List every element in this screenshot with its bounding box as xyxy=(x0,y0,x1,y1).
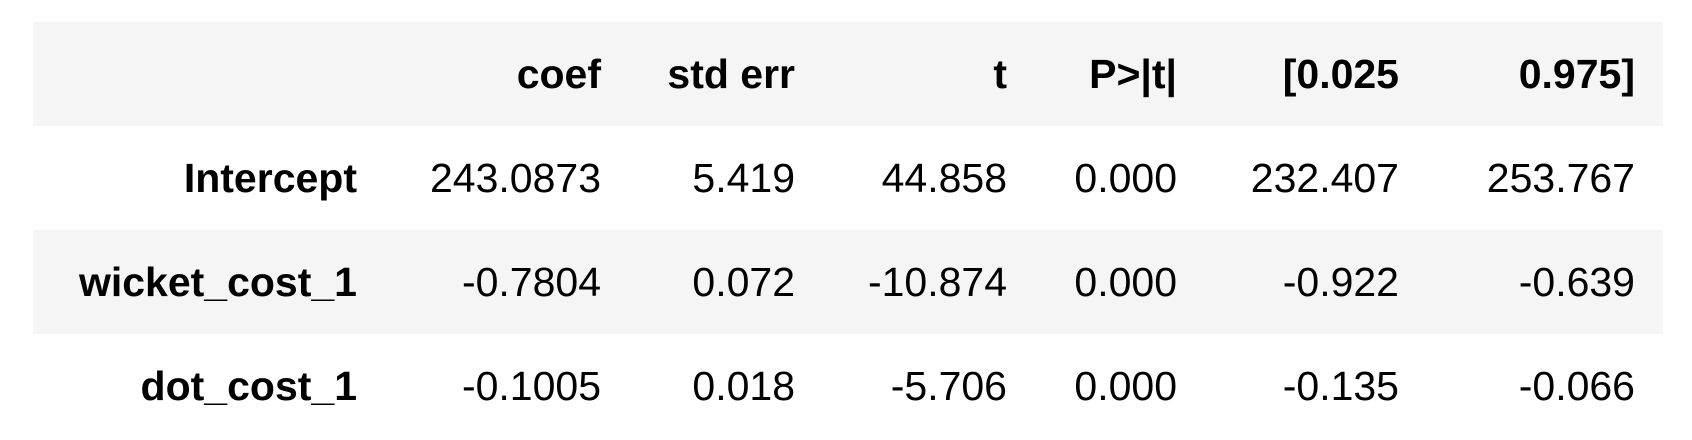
table-header-row: coef std err t P>|t| [0.025 0.975] xyxy=(33,22,1663,126)
header-cell-index xyxy=(33,22,385,126)
table-cell: -0.639 xyxy=(1518,258,1635,305)
table-cell: 0.000 xyxy=(1074,362,1177,409)
table-row: dot_cost_1 -0.1005 0.018 -5.706 0.000 -0… xyxy=(33,334,1663,438)
regression-table-container: coef std err t P>|t| [0.025 0.975] Inter… xyxy=(33,22,1663,438)
table-cell: -0.922 xyxy=(1282,258,1399,305)
regression-coefficients-table: coef std err t P>|t| [0.025 0.975] Inter… xyxy=(33,22,1663,438)
table-cell: 0.072 xyxy=(692,258,795,305)
table-cell: 253.767 xyxy=(1486,154,1635,201)
row-label-wicket-cost: wicket_cost_1 xyxy=(78,258,357,305)
header-cell-p-value: P>|t| xyxy=(1089,50,1177,97)
table-cell: -10.874 xyxy=(867,258,1007,305)
header-cell-t: t xyxy=(993,50,1007,97)
table-row: Intercept 243.0873 5.419 44.858 0.000 23… xyxy=(33,126,1663,230)
table-cell: 5.419 xyxy=(692,154,795,201)
table-cell: 0.000 xyxy=(1074,154,1177,201)
table-cell: -0.066 xyxy=(1518,362,1635,409)
table-cell: -0.7804 xyxy=(461,258,601,305)
table-cell: -0.1005 xyxy=(461,362,601,409)
table-cell: 0.000 xyxy=(1074,258,1177,305)
table-cell: 232.407 xyxy=(1250,154,1399,201)
table-cell: 44.858 xyxy=(881,154,1007,201)
row-label-intercept: Intercept xyxy=(183,154,357,201)
header-cell-coef: coef xyxy=(516,50,601,97)
header-cell-ci-lower: [0.025 xyxy=(1282,50,1399,97)
header-cell-ci-upper: 0.975] xyxy=(1518,50,1635,97)
header-cell-std-err: std err xyxy=(667,50,795,97)
table-cell: -0.135 xyxy=(1282,362,1399,409)
table-cell: 243.0873 xyxy=(429,154,601,201)
table-row: wicket_cost_1 -0.7804 0.072 -10.874 0.00… xyxy=(33,230,1663,334)
table-cell: -5.706 xyxy=(890,362,1007,409)
table-cell: 0.018 xyxy=(692,362,795,409)
row-label-dot-cost: dot_cost_1 xyxy=(140,362,357,409)
